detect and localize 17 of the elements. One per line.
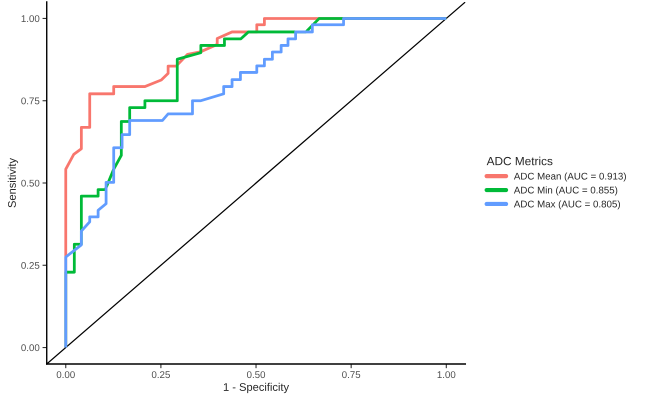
x-axis-title: 1 - Specificity [224, 382, 290, 394]
y-tick-label: 0.00 [21, 344, 40, 352]
y-tick-label: 0.50 [21, 180, 40, 187]
x-tick-label: 0.00 [56, 371, 75, 378]
y-tick-label: 0.75 [21, 97, 40, 104]
x-tick-label: 0.25 [152, 371, 170, 378]
legend-title: ADC Metrics [486, 156, 552, 166]
y-axis-title: Sensitivity [8, 158, 18, 208]
legend-label: ADC Max (AUC = 0.805) [514, 200, 620, 210]
x-tick-label: 0.50 [246, 371, 266, 378]
y-tick-label: 0.25 [21, 262, 40, 269]
x-tick-label: 1.00 [438, 371, 456, 378]
y-tick-label: 1.00 [22, 15, 40, 22]
legend-label: ADC Mean (AUC = 0.913) [514, 172, 626, 182]
x-tick-label: 0.75 [342, 371, 360, 378]
line-series [64, 17, 448, 349]
legend-label: ADC Min (AUC = 0.855) [514, 186, 618, 196]
